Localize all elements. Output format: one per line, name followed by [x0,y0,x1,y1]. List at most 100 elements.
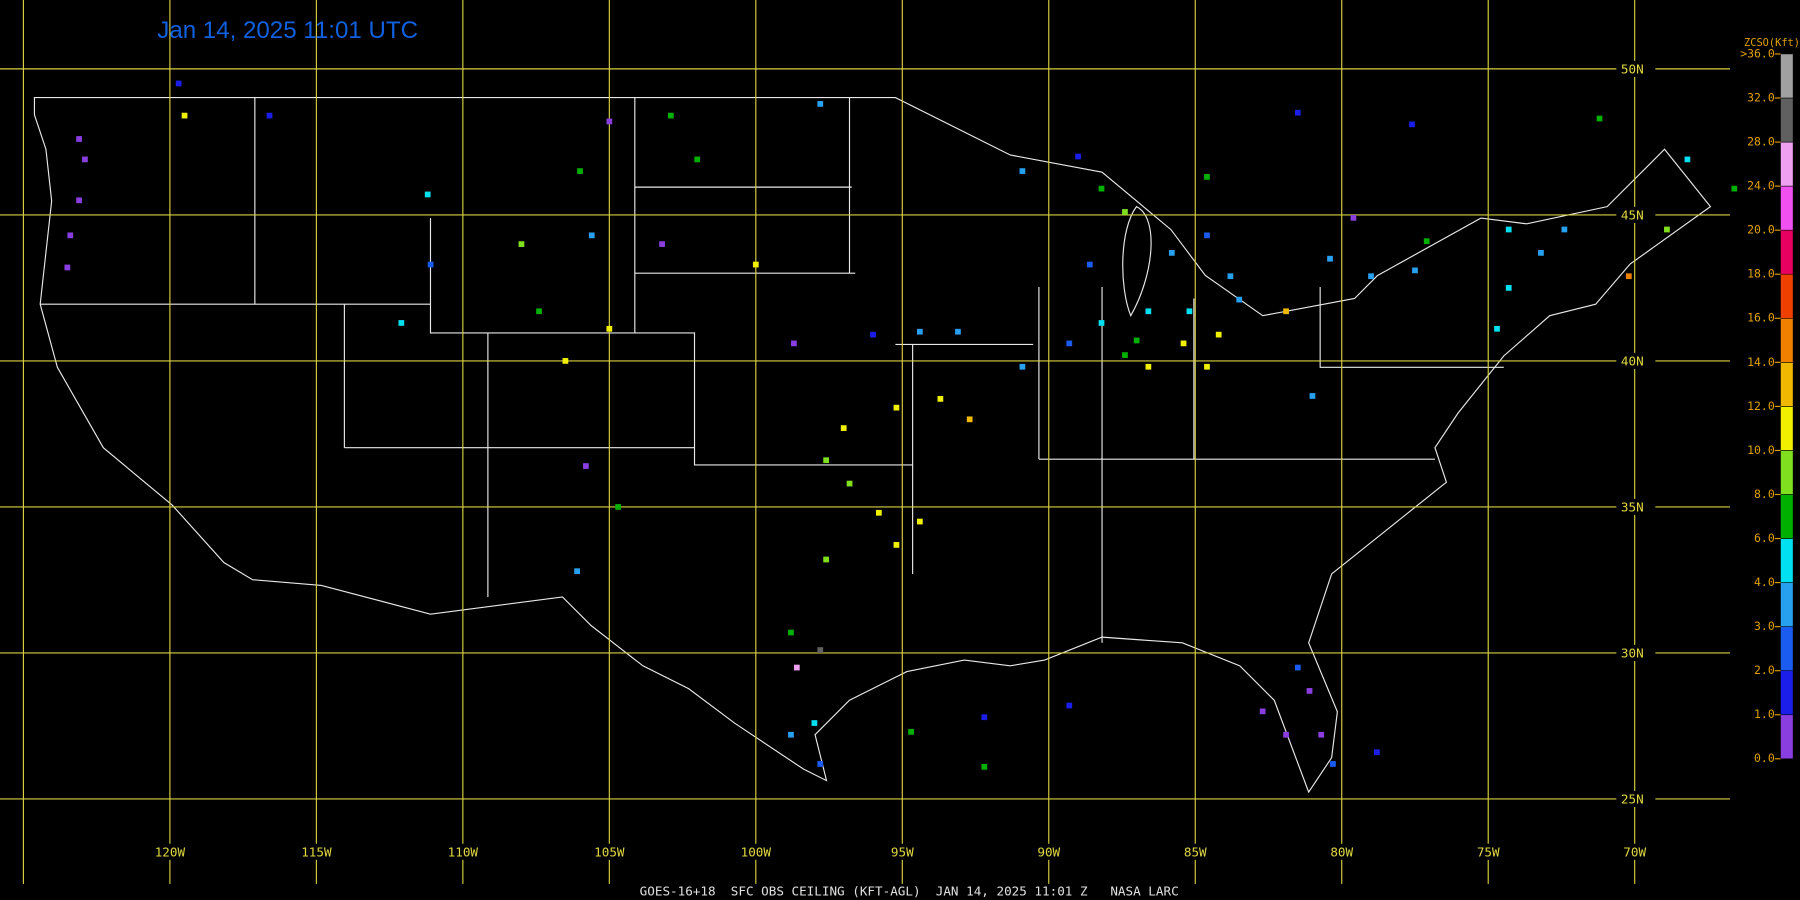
lake-michigan [1122,205,1152,318]
station [1019,168,1026,174]
station [1306,688,1313,694]
station [1423,238,1430,245]
station [1494,325,1500,332]
colorbar-swatch [1780,538,1794,583]
station [893,542,900,548]
station [875,509,882,516]
station [1098,320,1105,326]
station [1236,296,1243,303]
outlines [33,97,1712,794]
station [793,664,800,671]
colorbar-label: 0.0 [1754,751,1775,765]
lat-label: 50N [1621,61,1644,76]
station [583,463,589,469]
station [1133,337,1140,344]
station [694,156,701,163]
lon-label: 105W [594,844,625,859]
station [1086,261,1093,268]
colorbar-swatch [1780,97,1794,143]
station [1227,273,1234,280]
station [1066,702,1073,709]
station [817,101,824,107]
station [1330,761,1336,767]
colorbar-label: 16.0 [1747,311,1775,325]
colorbar-label: 3.0 [1754,619,1775,633]
colorbar-title: ZCSO(Kft) [1744,37,1800,49]
label-bg [1616,790,1656,808]
station [266,112,273,119]
label-bg [1318,843,1365,860]
station [577,168,583,174]
station [1204,232,1210,239]
station [1019,363,1026,370]
station [791,340,797,347]
station [752,261,759,268]
station [76,136,82,142]
station [1505,226,1512,233]
station [1145,308,1152,315]
station [1066,340,1073,347]
station [562,358,569,364]
station [840,425,847,431]
lat-label: 30N [1621,646,1644,661]
station [1409,121,1415,128]
station [908,728,914,735]
station [846,480,853,487]
colorbar-label: 12.0 [1747,399,1775,413]
lat-label: 35N [1621,500,1644,515]
station [536,308,542,315]
label-bg [1616,352,1656,369]
station [1368,273,1374,280]
label-bg [879,843,926,860]
station [175,80,182,87]
station [1204,174,1210,180]
station [82,156,88,163]
station [1122,209,1128,215]
label-bg [1611,843,1658,860]
lon-label: 75W [1477,844,1500,859]
station [1259,708,1266,715]
lon-label: 115W [301,844,332,859]
colorbar-label: 14.0 [1747,355,1775,369]
station [1180,340,1187,347]
station [823,556,829,563]
station [1625,273,1632,280]
station [937,396,944,402]
label-bg [1465,843,1512,860]
station [1186,308,1193,315]
station [424,191,431,198]
colorbar-label: 2.0 [1754,663,1775,677]
station [981,714,988,721]
station [606,325,613,332]
colorbar-label: 8.0 [1754,487,1775,501]
station [574,568,580,575]
label-bg [586,843,633,860]
colorbar-swatch [1780,494,1794,539]
station [615,504,621,510]
colorbar-swatch [1780,362,1794,407]
station [1350,214,1357,221]
station [64,264,71,271]
footer: GOES-16+18 SFC OBS CEILING (KFT-AGL) JAN… [640,883,1179,898]
lat-label: 25N [1621,792,1644,807]
label-bg [1616,644,1656,661]
label-bg [1616,206,1656,223]
colorbar-swatch [1780,273,1794,319]
colorbar-swatch [1780,450,1794,495]
station [1318,731,1325,738]
station [1122,352,1128,358]
station [917,328,923,335]
station [1309,393,1316,399]
grid-labels: 120W 115W 110W 105W 100W 95W 90W 85W 80W 75W 70W 50… [146,60,1658,860]
station [817,761,824,767]
lon-label: 70W [1623,844,1646,859]
station [1168,249,1175,256]
colorbar-label: >36.0 [1740,46,1775,60]
station [1684,156,1691,163]
lon-label: 120W [155,844,186,859]
colorbar-swatch [1780,714,1794,760]
label-bg [146,843,193,860]
station [966,416,973,423]
